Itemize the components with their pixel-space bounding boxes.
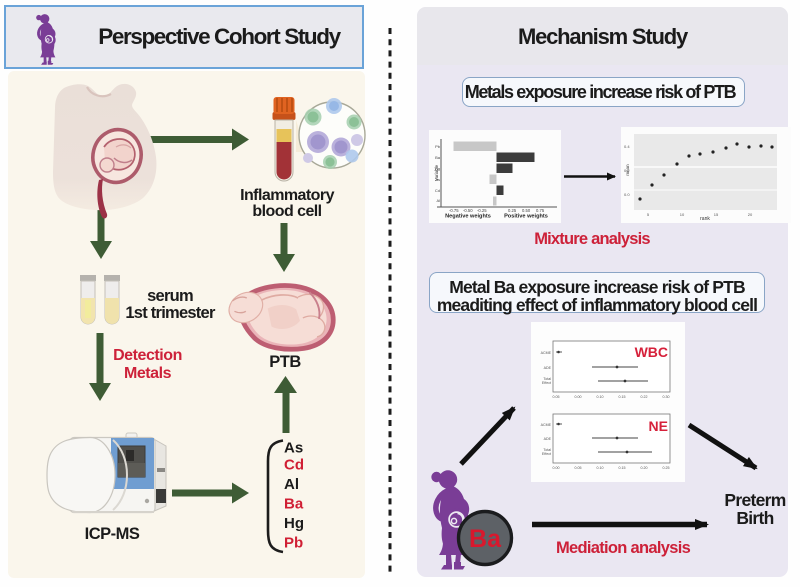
svg-text:Positive weights: Positive weights <box>504 214 548 220</box>
svg-text:0.15: 0.15 <box>619 466 626 470</box>
svg-text:Effect: Effect <box>542 381 551 385</box>
svg-text:-0.50: -0.50 <box>463 208 473 213</box>
svg-text:Total: Total <box>543 448 551 452</box>
svg-text:Effect: Effect <box>542 452 551 456</box>
svg-text:Ba: Ba <box>435 155 441 160</box>
svg-text:Cd: Cd <box>435 188 440 193</box>
svg-text:0.75: 0.75 <box>536 208 545 213</box>
svg-text:Total: Total <box>543 377 551 381</box>
svg-text:As: As <box>284 440 303 457</box>
svg-text:0.0: 0.0 <box>624 192 630 197</box>
svg-text:ADE: ADE <box>544 366 552 370</box>
svg-text:5: 5 <box>647 212 650 217</box>
svg-text:0.00: 0.00 <box>575 395 582 399</box>
svg-text:20: 20 <box>748 212 753 217</box>
svg-text:Ba: Ba <box>284 496 304 513</box>
svg-text:Cd: Cd <box>284 457 304 474</box>
svg-text:Hg: Hg <box>435 166 440 171</box>
svg-text:Variable: Variable <box>434 164 439 181</box>
svg-text:0.50: 0.50 <box>522 208 531 213</box>
svg-text:Pb: Pb <box>435 144 441 149</box>
svg-text:ACME: ACME <box>541 423 552 427</box>
svg-text:0.30: 0.30 <box>663 395 670 399</box>
svg-text:0.22: 0.22 <box>641 395 648 399</box>
svg-text:0.05: 0.05 <box>575 466 582 470</box>
svg-text:Al: Al <box>436 198 440 203</box>
svg-text:0.10: 0.10 <box>597 395 604 399</box>
svg-text:WBC: WBC <box>635 344 668 360</box>
svg-text:Pb: Pb <box>284 535 303 552</box>
svg-text:0.25: 0.25 <box>508 208 517 213</box>
svg-text:Hg: Hg <box>284 515 304 532</box>
svg-text:Al: Al <box>284 476 299 493</box>
svg-text:-0.25: -0.25 <box>477 208 487 213</box>
svg-text:0.2: 0.2 <box>624 168 630 173</box>
svg-text:mean: mean <box>625 164 630 176</box>
svg-text:rank: rank <box>700 216 710 222</box>
svg-text:0.20: 0.20 <box>641 466 648 470</box>
svg-text:0.25: 0.25 <box>663 466 670 470</box>
svg-text:ACME: ACME <box>541 351 552 355</box>
svg-text:ADE: ADE <box>544 437 552 441</box>
svg-text:15: 15 <box>714 212 719 217</box>
svg-text:NE: NE <box>649 418 668 434</box>
svg-text:0.4: 0.4 <box>624 144 630 149</box>
svg-text:-0.75: -0.75 <box>449 208 459 213</box>
svg-text:0.00: 0.00 <box>553 466 560 470</box>
svg-text:Ba: Ba <box>469 525 502 553</box>
svg-text:0.10: 0.10 <box>597 466 604 470</box>
svg-text:Negative weights: Negative weights <box>445 214 491 220</box>
svg-text:As: As <box>435 177 440 182</box>
svg-text:10: 10 <box>680 212 685 217</box>
svg-text:0.15: 0.15 <box>619 395 626 399</box>
svg-text:0.05: 0.05 <box>553 395 560 399</box>
